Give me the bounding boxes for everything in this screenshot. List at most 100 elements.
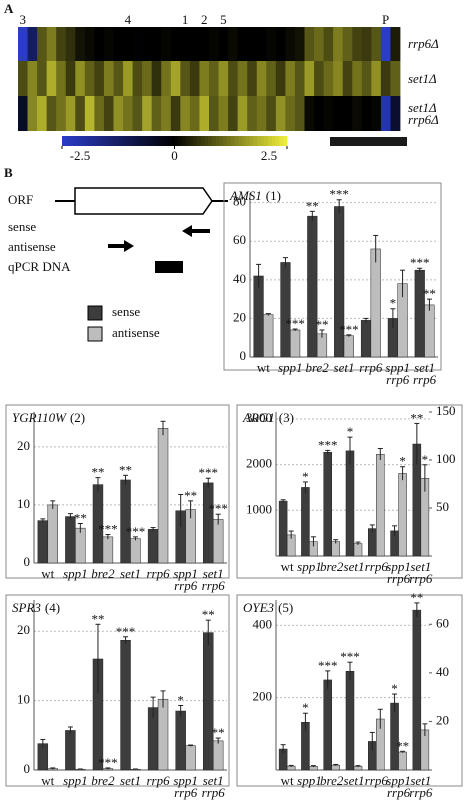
heatmap-cell — [380, 61, 391, 96]
heatmap-cell — [142, 96, 153, 131]
bar — [175, 710, 186, 771]
bar — [323, 451, 332, 557]
heatmap-cell — [304, 61, 315, 96]
significance-label: ** — [202, 607, 215, 622]
y-tick-label: 40 — [233, 271, 246, 286]
heatmap-cell — [27, 96, 38, 131]
significance-label: *** — [340, 649, 360, 664]
heatmap-cell — [132, 96, 143, 131]
heatmap-cell — [237, 96, 248, 131]
heatmap-cell — [142, 27, 153, 61]
heatmap-cell — [237, 61, 248, 96]
x-tick-label: set1 — [120, 566, 141, 581]
bar — [368, 528, 377, 557]
column-label: 1 — [182, 12, 189, 27]
y-tick-label: 0 — [24, 554, 31, 569]
heatmap-cell — [37, 61, 48, 96]
bar — [290, 329, 301, 358]
diagram-label: qPCR DNA — [8, 259, 71, 274]
x-tick-label: rrp6 — [146, 566, 170, 581]
x-tick-label: rrp6 — [359, 360, 383, 375]
heatmap-cell — [285, 96, 296, 131]
heatmap-cell — [237, 27, 248, 61]
heatmap-cell — [18, 96, 28, 131]
qpcr-amplicon — [155, 261, 183, 273]
significance-label: * — [347, 424, 354, 439]
colorbar-step — [275, 136, 280, 146]
colorbar-step — [170, 136, 175, 146]
heatmap-cell — [247, 61, 258, 96]
significance-label: * — [177, 692, 184, 707]
heatmap-cell — [218, 96, 229, 131]
significance-label: * — [399, 454, 406, 469]
x-tick-label: set1 rrp6 — [201, 773, 225, 800]
significance-label: ** — [91, 611, 104, 626]
colorbar-step — [234, 136, 239, 146]
bar — [398, 473, 407, 557]
significance-label: *** — [199, 465, 219, 480]
bar — [301, 487, 310, 557]
x-tick-label: wt — [41, 773, 55, 788]
heatmap-cell — [18, 61, 28, 96]
heatmap-cell — [323, 27, 334, 61]
heatmap-cell — [27, 61, 38, 96]
heatmap-cell — [247, 27, 258, 61]
colorbar-step — [230, 136, 235, 146]
bar — [278, 500, 288, 557]
colorbar-step — [103, 136, 108, 146]
colorbar-step — [200, 136, 205, 146]
heatmap-cell — [103, 61, 114, 96]
colorbar-step — [238, 136, 243, 146]
heatmap-cell — [94, 61, 105, 96]
heatmap-cell — [314, 96, 324, 131]
bar — [157, 698, 169, 771]
significance-label: *** — [318, 437, 338, 452]
bar — [307, 215, 318, 358]
x-tick-label: spp1 — [278, 360, 303, 375]
heatmap-cell — [46, 27, 57, 61]
heatmap-cell — [275, 96, 286, 131]
chart-title: YGR110W (2) — [12, 410, 85, 425]
significance-label: ** — [212, 725, 225, 740]
significance-label: ** — [184, 488, 197, 503]
x-tick-label: set1 rrp6 — [409, 559, 433, 586]
chart-title-number: (4) — [45, 600, 60, 615]
y-tick-label: 0 — [240, 348, 247, 363]
x-tick-label: bre2 — [91, 566, 115, 581]
y2-tick-label: 100 — [436, 451, 456, 466]
colorbar-step — [253, 136, 258, 146]
colorbar-step — [69, 136, 74, 146]
chart-frame — [223, 182, 442, 371]
heatmap-cell — [342, 27, 353, 61]
colorbar-step — [272, 136, 277, 146]
colorbar-step — [73, 136, 78, 146]
heatmap-cell — [56, 96, 67, 131]
colorbar-step — [174, 136, 179, 146]
heatmap-cell — [323, 96, 334, 131]
heatmap-cell — [151, 61, 162, 96]
y-tick-label: 20 — [17, 438, 30, 453]
bar — [370, 248, 381, 358]
colorbar-step — [155, 136, 160, 146]
heatmap-cell — [342, 96, 353, 131]
bar — [47, 504, 58, 564]
legend-swatch — [87, 326, 103, 342]
heatmap-cell — [314, 61, 324, 96]
heatmap-cell — [65, 61, 76, 96]
heatmap-cell — [65, 96, 76, 131]
x-tick-label: bre2 — [305, 360, 329, 375]
heatmap-cell — [352, 61, 363, 96]
significance-label: ** — [306, 198, 319, 213]
x-tick-label: set1 — [343, 773, 365, 788]
y-tick-label: 0 — [24, 761, 31, 776]
chart-title: OYE3 (5) — [243, 600, 293, 615]
x-tick-label: bre2 — [320, 773, 344, 788]
bar — [353, 543, 363, 557]
bar — [414, 269, 425, 358]
heatmap-cell — [75, 27, 86, 61]
x-tick-label: spp1 rrp6 — [173, 566, 198, 593]
heatmap-cell — [294, 61, 305, 96]
heatmap-cell — [180, 96, 191, 131]
chart-frame — [236, 404, 463, 579]
x-tick-label: spp1 — [297, 559, 322, 574]
